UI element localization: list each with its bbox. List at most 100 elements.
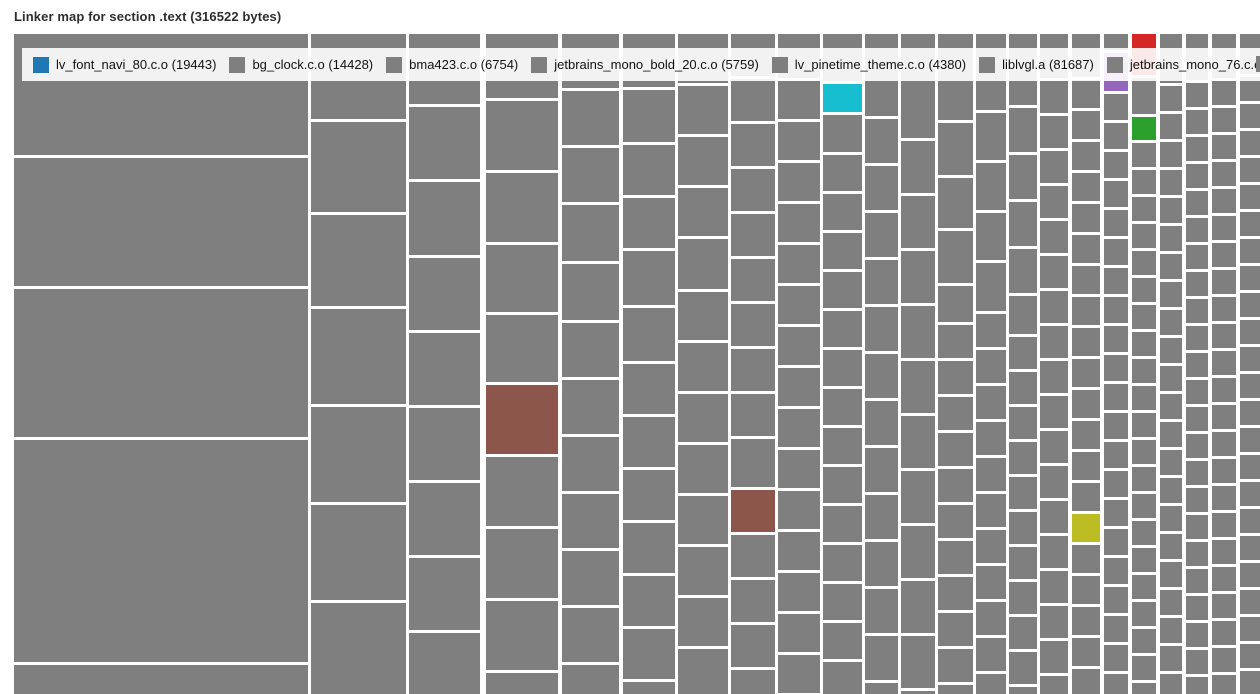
treemap-cell[interactable] [1040,151,1068,183]
treemap-cell[interactable] [731,304,775,346]
treemap-cell[interactable] [486,245,558,312]
treemap-cell[interactable] [938,433,973,466]
treemap-cell[interactable] [623,308,675,361]
treemap-cell[interactable] [1212,459,1236,483]
treemap-cell[interactable] [1072,390,1100,418]
treemap-cell[interactable] [623,145,675,195]
treemap-cell[interactable] [1104,558,1128,584]
treemap-cell[interactable] [623,470,675,520]
treemap-cell[interactable] [1186,191,1208,215]
treemap-cell[interactable] [678,343,728,391]
treemap-cell[interactable] [1072,235,1100,263]
treemap-cell[interactable] [976,494,1006,527]
treemap-cell[interactable] [562,323,619,377]
treemap-cell[interactable] [1186,83,1208,107]
treemap-cell[interactable] [1212,324,1236,348]
treemap-cell[interactable] [823,545,862,581]
treemap-cell[interactable] [1132,656,1156,680]
treemap-cell[interactable] [1104,645,1128,671]
treemap-cell[interactable] [678,239,728,289]
treemap-cell[interactable] [976,458,1006,491]
treemap-cell[interactable] [865,166,898,210]
treemap-cell[interactable] [678,445,728,493]
treemap-cell[interactable] [1240,104,1260,128]
treemap-cell[interactable] [823,194,862,230]
treemap-cell[interactable] [1212,405,1236,429]
treemap-cell[interactable] [938,325,973,358]
treemap-cell[interactable] [1132,359,1156,383]
treemap-cell[interactable] [1160,170,1182,195]
treemap-cell[interactable] [1186,245,1208,269]
treemap-cell[interactable] [823,389,862,425]
treemap-cell[interactable] [1186,650,1208,674]
treemap-cell[interactable] [1040,676,1068,694]
treemap-cell[interactable] [1212,648,1236,672]
treemap-cell[interactable] [14,158,308,286]
treemap-cell[interactable] [1186,326,1208,350]
treemap-cell[interactable] [1212,594,1236,618]
treemap-cell[interactable] [731,670,775,694]
treemap-cell[interactable] [778,491,820,529]
treemap-cell[interactable] [1009,337,1037,369]
treemap-cell[interactable] [311,309,406,404]
treemap-cell[interactable] [823,311,862,347]
treemap-cell[interactable] [938,649,973,682]
treemap-cell[interactable] [976,213,1006,260]
treemap-cell[interactable] [311,122,406,212]
treemap-cell[interactable] [1104,529,1128,555]
treemap-cell[interactable] [1132,332,1156,356]
treemap-cell[interactable] [1040,466,1068,498]
treemap-cell[interactable] [901,361,935,413]
treemap-cell[interactable] [678,292,728,340]
treemap-cell[interactable] [938,231,973,283]
treemap-cell[interactable] [1212,108,1236,132]
treemap-cell[interactable] [1132,143,1156,167]
treemap-cell[interactable] [678,547,728,595]
treemap-cell[interactable] [938,613,973,646]
treemap-cell[interactable] [901,691,935,694]
treemap-cell[interactable] [1240,239,1260,263]
treemap-cell[interactable] [1009,296,1037,334]
treemap-cell[interactable] [1132,170,1156,194]
treemap-cell[interactable] [976,530,1006,563]
treemap-cell[interactable] [623,576,675,626]
treemap-cell[interactable] [901,581,935,633]
treemap-cell[interactable] [1212,675,1236,694]
treemap-cell[interactable] [1040,431,1068,463]
treemap-cell[interactable] [1072,576,1100,604]
treemap-cell[interactable] [1072,80,1100,108]
treemap-cell[interactable] [1072,607,1100,635]
treemap-cell[interactable] [1104,94,1128,120]
treemap-cell[interactable] [1160,534,1182,559]
treemap-cell[interactable] [938,397,973,430]
treemap-cell[interactable] [865,401,898,445]
treemap-cell[interactable] [731,124,775,166]
treemap-cell[interactable] [1160,86,1182,111]
treemap-cell[interactable] [865,636,898,680]
treemap-cell[interactable] [1040,291,1068,323]
treemap-cell[interactable] [623,364,675,414]
treemap-cell[interactable] [1132,467,1156,491]
treemap-cell[interactable] [865,542,898,586]
treemap-cell[interactable] [562,608,619,662]
treemap-cell[interactable] [778,327,820,365]
treemap-cell[interactable] [1072,483,1100,511]
treemap-cell[interactable] [1009,442,1037,474]
treemap-cell[interactable] [1212,621,1236,645]
treemap-cell[interactable] [823,115,862,152]
treemap-cell[interactable] [1132,224,1156,248]
treemap-cell[interactable] [1186,677,1208,694]
treemap-cell[interactable] [1240,482,1260,506]
treemap-cell[interactable] [1009,372,1037,404]
treemap-cell[interactable] [778,245,820,283]
treemap-cell[interactable] [731,259,775,301]
treemap-cell[interactable] [938,361,973,394]
treemap-cell[interactable] [409,182,480,255]
treemap-cell[interactable] [311,407,406,502]
treemap-cell[interactable] [1160,478,1182,503]
treemap-cell[interactable] [311,505,406,600]
treemap-cell[interactable] [778,409,820,447]
treemap-cell[interactable] [1160,562,1182,587]
treemap-cell[interactable] [1104,123,1128,149]
treemap-cell[interactable] [778,81,820,119]
